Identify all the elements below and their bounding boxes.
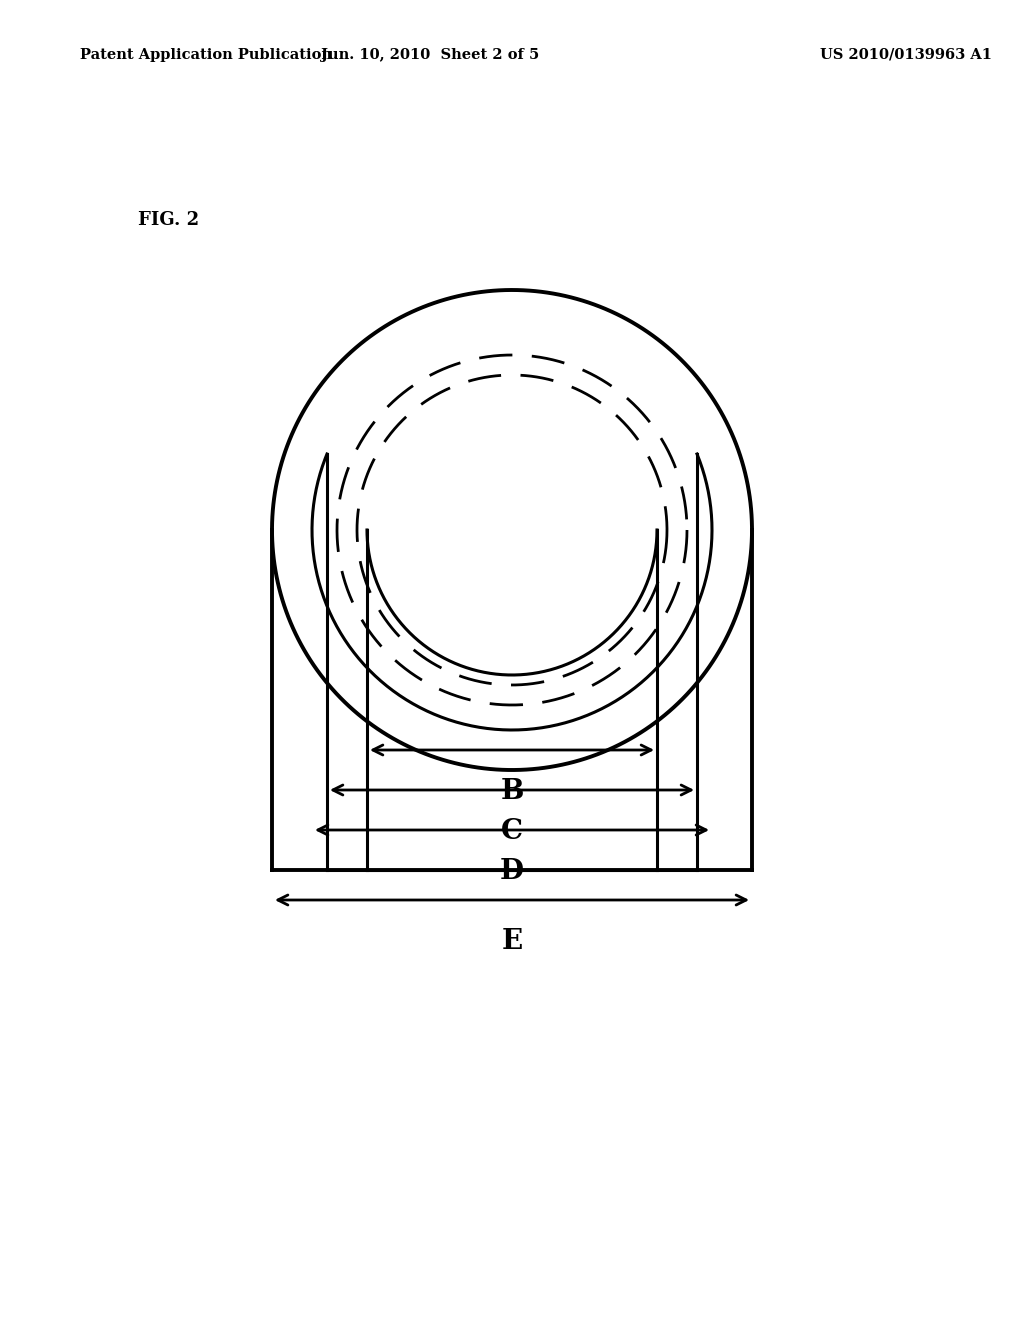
Text: US 2010/0139963 A1: US 2010/0139963 A1: [820, 48, 992, 62]
Text: C: C: [501, 818, 523, 845]
Text: Jun. 10, 2010  Sheet 2 of 5: Jun. 10, 2010 Sheet 2 of 5: [321, 48, 539, 62]
Text: E: E: [502, 928, 522, 954]
Text: Patent Application Publication: Patent Application Publication: [80, 48, 332, 62]
Text: B: B: [501, 777, 523, 805]
Text: FIG. 2: FIG. 2: [138, 211, 199, 228]
Text: D: D: [500, 858, 524, 884]
